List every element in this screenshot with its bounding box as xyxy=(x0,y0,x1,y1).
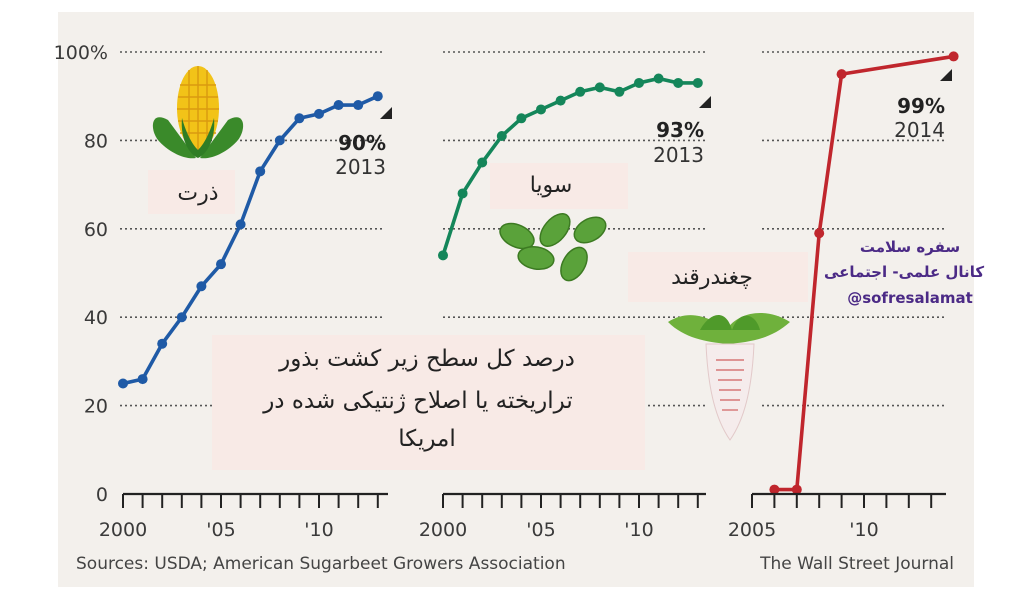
end-value-label: 90% xyxy=(338,131,386,155)
y-tick-label: 20 xyxy=(84,396,108,418)
y-tick-label: 100% xyxy=(54,42,108,64)
data-point xyxy=(673,77,684,88)
data-point xyxy=(948,51,959,62)
data-point xyxy=(477,157,488,168)
data-point xyxy=(372,91,383,102)
x-tick-label: '05 xyxy=(526,519,555,541)
data-point xyxy=(235,219,246,230)
data-point xyxy=(438,250,448,261)
corn-icon xyxy=(152,66,244,159)
x-tick-label: 2000 xyxy=(99,519,147,541)
data-point xyxy=(457,188,468,199)
beet-label: چغندرقند xyxy=(671,265,753,290)
data-point xyxy=(791,484,802,495)
data-point xyxy=(496,130,507,141)
x-tick-label: 2005 xyxy=(728,519,776,541)
data-point xyxy=(836,69,847,80)
data-point xyxy=(294,113,305,124)
data-point xyxy=(516,113,527,124)
caption-line-1: درصد کل سطح زیر کشت بذور xyxy=(278,346,575,372)
data-point xyxy=(333,100,344,111)
watermark-handle: @sofresalamat xyxy=(847,289,973,307)
end-marker xyxy=(699,96,711,108)
end-value-label: 99% xyxy=(897,94,945,118)
soy-label: سویا xyxy=(530,173,573,198)
x-axes: 2000 '05 '10 2000 '05 '10 2005 '10 xyxy=(99,492,946,541)
data-point xyxy=(176,312,187,323)
end-year-label: 2013 xyxy=(653,143,704,167)
series-layer xyxy=(118,51,959,495)
corn-label-box xyxy=(148,170,235,214)
data-point xyxy=(157,338,168,349)
y-axis: 0 20 40 60 80 100% xyxy=(54,42,108,506)
data-point xyxy=(594,82,605,93)
watermark-line-1: سفره سلامت xyxy=(860,238,960,256)
x-tick-label: '10 xyxy=(849,519,878,541)
end-year-label: 2013 xyxy=(335,155,386,179)
soy-label-box xyxy=(490,163,628,209)
data-point xyxy=(196,281,207,292)
caption-line-2: تراریخته یا اصلاح ژنتیکی شده در xyxy=(262,388,573,414)
watermark-line-2: کانال علمی- اجتماعی xyxy=(824,263,984,281)
sources-text: Sources: USDA; American Sugarbeet Grower… xyxy=(76,554,566,574)
x-tick-label: '10 xyxy=(304,519,333,541)
data-point xyxy=(255,166,266,177)
data-point xyxy=(555,95,566,106)
caption-box xyxy=(212,335,645,470)
data-point xyxy=(634,77,644,88)
x-tick-label: 2000 xyxy=(419,519,467,541)
data-point xyxy=(614,86,625,97)
sugarbeet-icon xyxy=(668,312,790,441)
caption-line-3: امریکا xyxy=(398,426,456,452)
corn-label: ذرت xyxy=(177,181,218,206)
x-tick-label: '05 xyxy=(206,519,235,541)
data-point xyxy=(653,73,664,84)
data-point xyxy=(353,100,364,111)
publisher-text: The Wall Street Journal xyxy=(759,554,954,574)
beet-label-box xyxy=(628,252,808,302)
x-tick-label: '10 xyxy=(624,519,653,541)
soybeans-icon xyxy=(499,213,607,282)
data-point xyxy=(692,77,703,88)
end-value-label: 93% xyxy=(656,118,704,142)
data-point xyxy=(536,104,546,115)
data-point xyxy=(216,259,226,270)
data-point xyxy=(314,108,324,119)
end-year-label: 2014 xyxy=(894,118,945,142)
y-tick-label: 80 xyxy=(84,130,108,152)
data-point xyxy=(118,378,128,389)
data-point xyxy=(575,86,586,97)
data-point xyxy=(814,228,825,239)
data-point xyxy=(769,484,780,495)
y-tick-label: 0 xyxy=(96,484,108,506)
y-tick-label: 40 xyxy=(84,307,108,329)
data-point xyxy=(137,374,148,385)
y-tick-label: 60 xyxy=(84,219,108,241)
data-point xyxy=(274,135,285,146)
end-marker xyxy=(940,69,952,81)
end-marker xyxy=(380,107,392,119)
